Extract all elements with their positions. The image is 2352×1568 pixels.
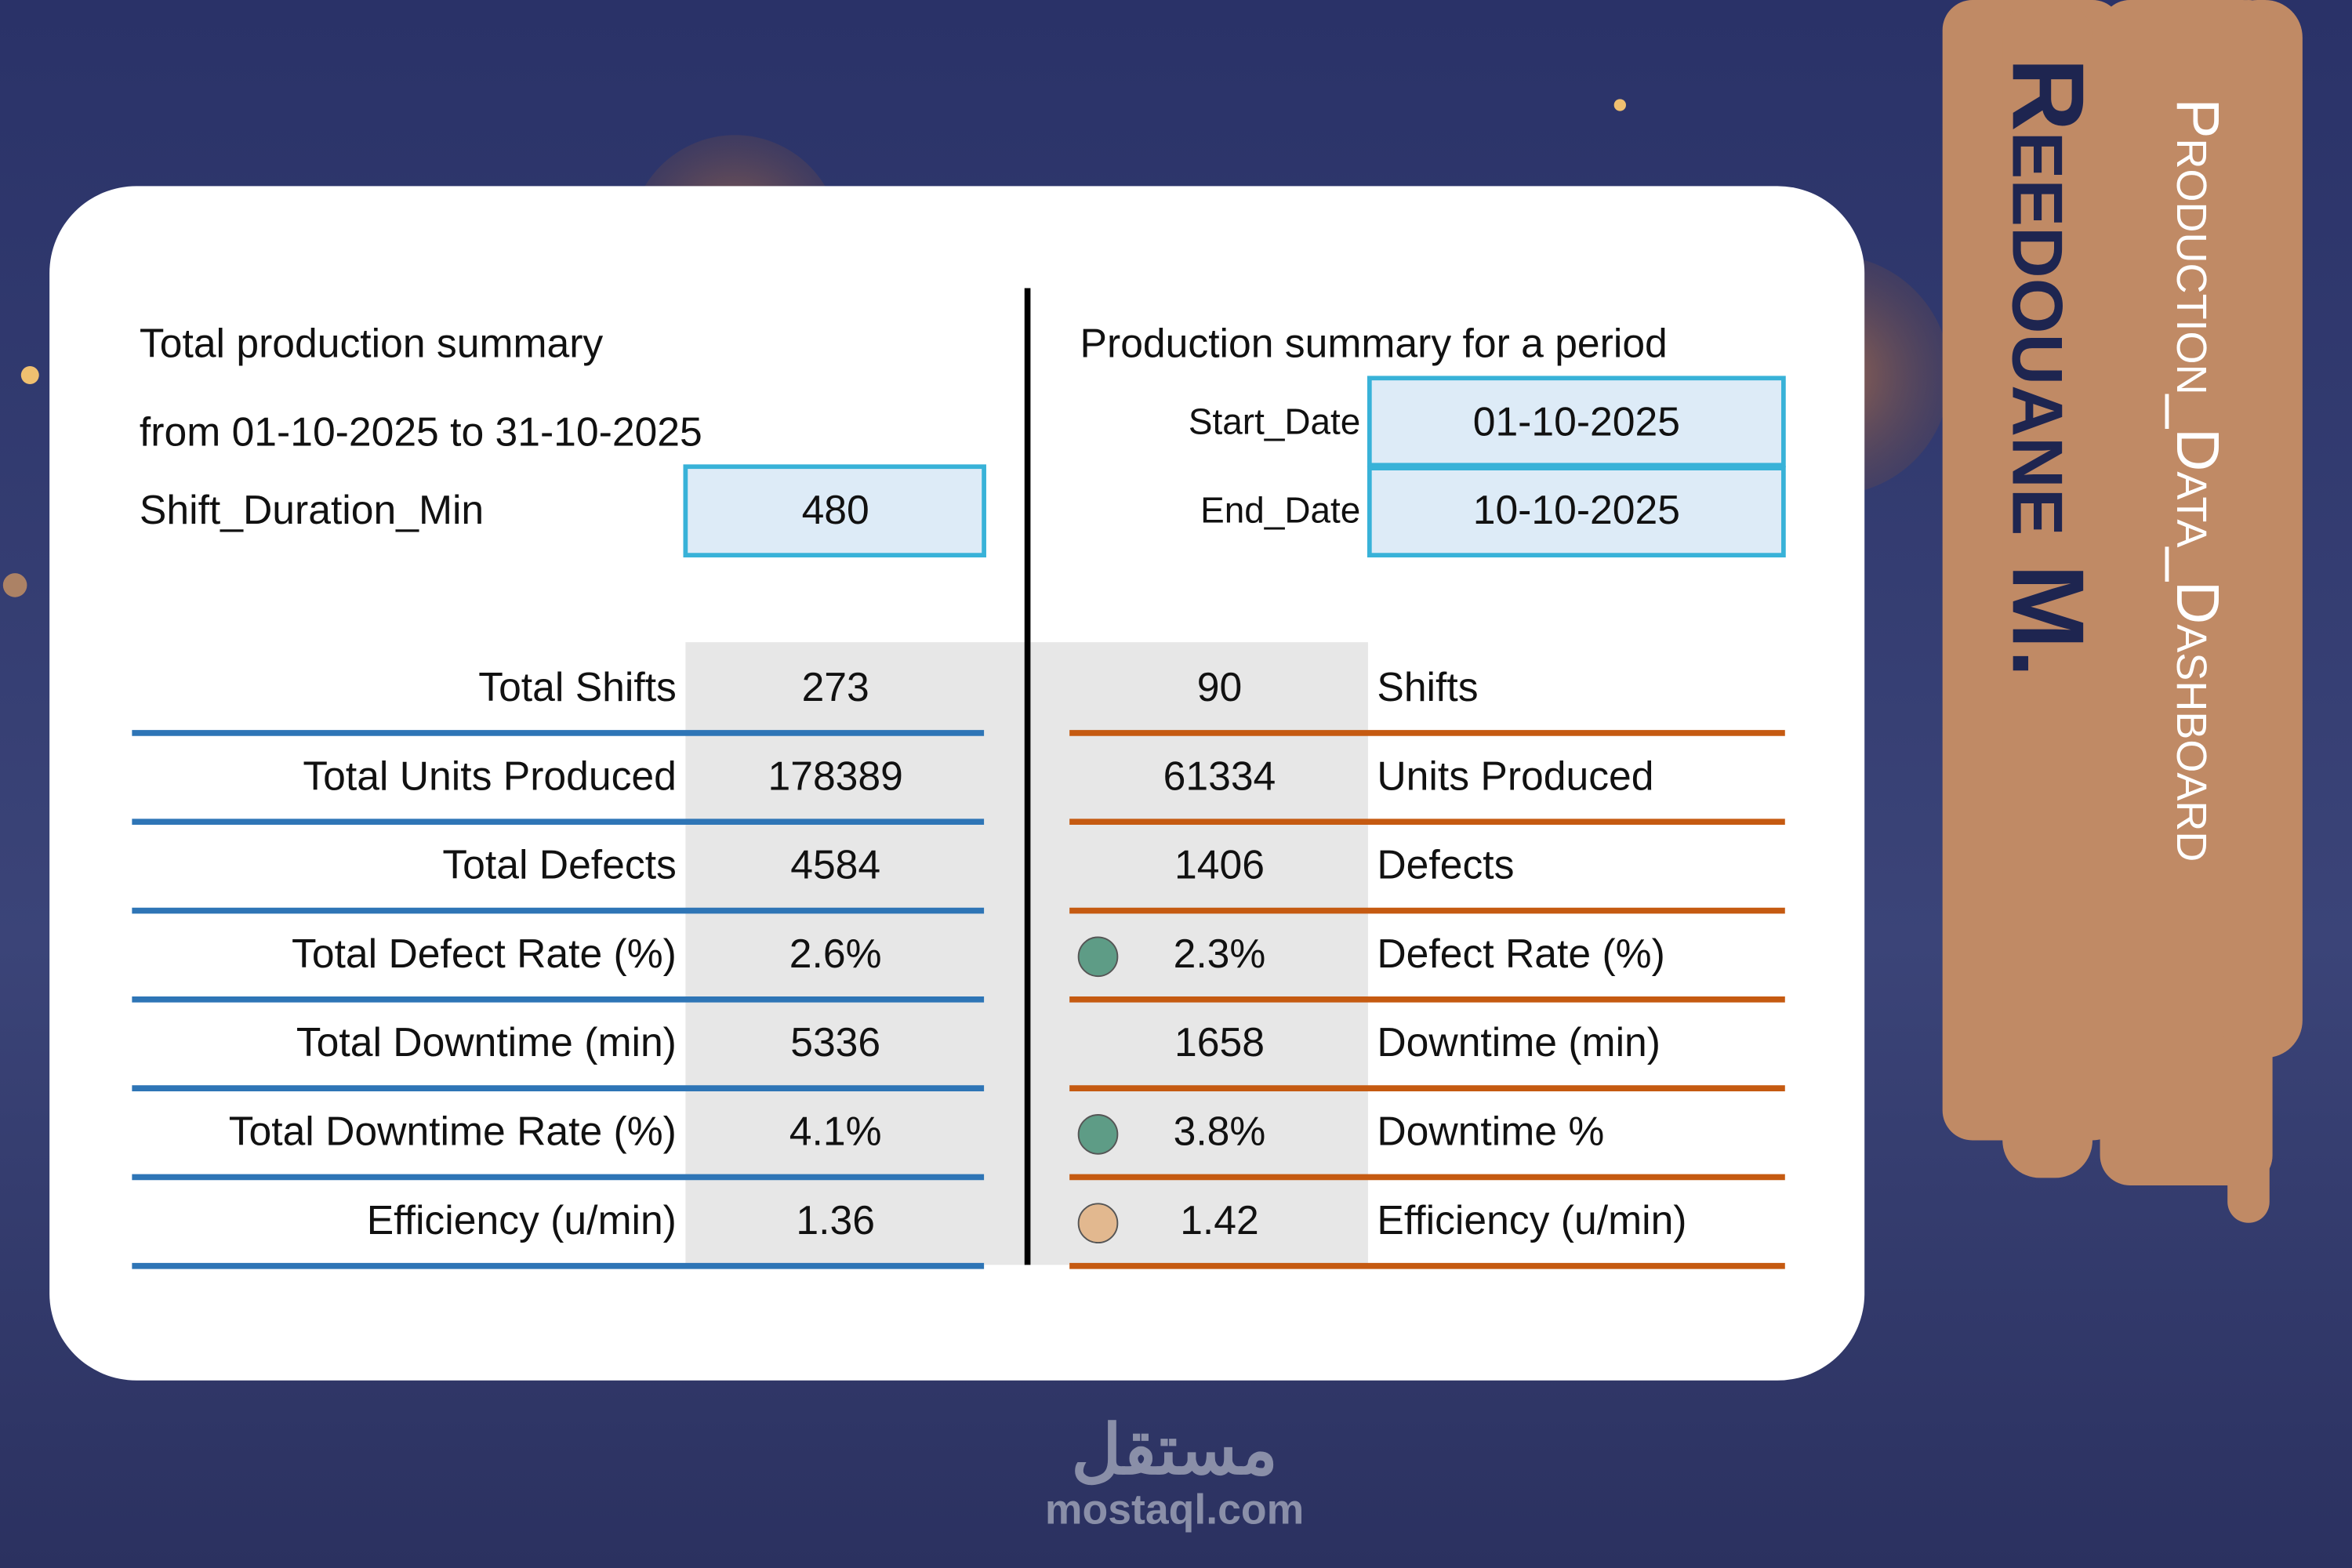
row-label: Shifts [1377, 664, 1478, 710]
section-title: Total production summary [140, 321, 604, 366]
input-value[interactable]: 10-10-2025 [1473, 487, 1680, 532]
input-value[interactable]: 01-10-2025 [1473, 398, 1680, 444]
banner-author: Reedouane M. [1991, 58, 2106, 678]
watermark-site: mostaql.com [1045, 1486, 1304, 1533]
row-value: 1658 [1174, 1019, 1265, 1065]
status-indicator [1077, 936, 1119, 978]
status-indicator [1077, 1114, 1119, 1155]
row-label: Total Downtime Rate (%) [229, 1109, 677, 1154]
period-text: from 01-10-2025 to 31-10-2025 [140, 409, 702, 455]
row-value: 1406 [1174, 842, 1265, 887]
row-label: Downtime (min) [1377, 1019, 1661, 1065]
field-label: Start_Date [1189, 401, 1360, 442]
bokeh [2, 573, 27, 597]
row-label: Units Produced [1377, 753, 1653, 798]
status-indicator [1077, 1203, 1119, 1244]
value-column [685, 642, 1026, 1265]
row-label: Total Defect Rate (%) [292, 931, 677, 976]
field-label: End_Date [1200, 490, 1360, 531]
input-box[interactable] [1367, 376, 1786, 468]
field-label: Shift_Duration_Min [140, 487, 484, 532]
input-box[interactable] [1367, 466, 1786, 558]
row-label: Total Downtime (min) [296, 1019, 677, 1065]
row-label: Defect Rate (%) [1377, 931, 1664, 976]
banner-shape [1942, 0, 2303, 1223]
row-value: 61334 [1163, 753, 1276, 798]
row-label: Total Units Produced [303, 753, 677, 798]
banner-title: Production_Data_Dashboard [2164, 98, 2230, 862]
row-value: 1.42 [1180, 1197, 1259, 1243]
row-value: 4584 [790, 842, 880, 887]
row-value: 4.1% [789, 1109, 882, 1154]
row-label: Efficiency (u/min) [1377, 1197, 1686, 1243]
bokeh [20, 365, 39, 384]
row-label: Downtime % [1377, 1109, 1604, 1154]
row-value: 2.3% [1174, 931, 1266, 976]
watermark-arabic: مستقل [1071, 1411, 1277, 1489]
row-value: 3.8% [1174, 1109, 1266, 1154]
row-value: 90 [1197, 664, 1242, 710]
row-value: 273 [802, 664, 869, 710]
row-label: Total Shifts [478, 664, 677, 710]
row-label: Efficiency (u/min) [367, 1197, 677, 1243]
row-label: Defects [1377, 842, 1514, 887]
input-value[interactable]: 480 [802, 487, 869, 532]
row-value: 178389 [768, 753, 903, 798]
row-value: 2.6% [789, 931, 882, 976]
bokeh [1613, 99, 1626, 111]
row-label: Total Defects [442, 842, 677, 887]
input-box[interactable] [683, 464, 986, 558]
section-title: Production summary for a period [1080, 321, 1668, 366]
row-value: 1.36 [796, 1197, 875, 1243]
row-value: 5336 [790, 1019, 880, 1065]
